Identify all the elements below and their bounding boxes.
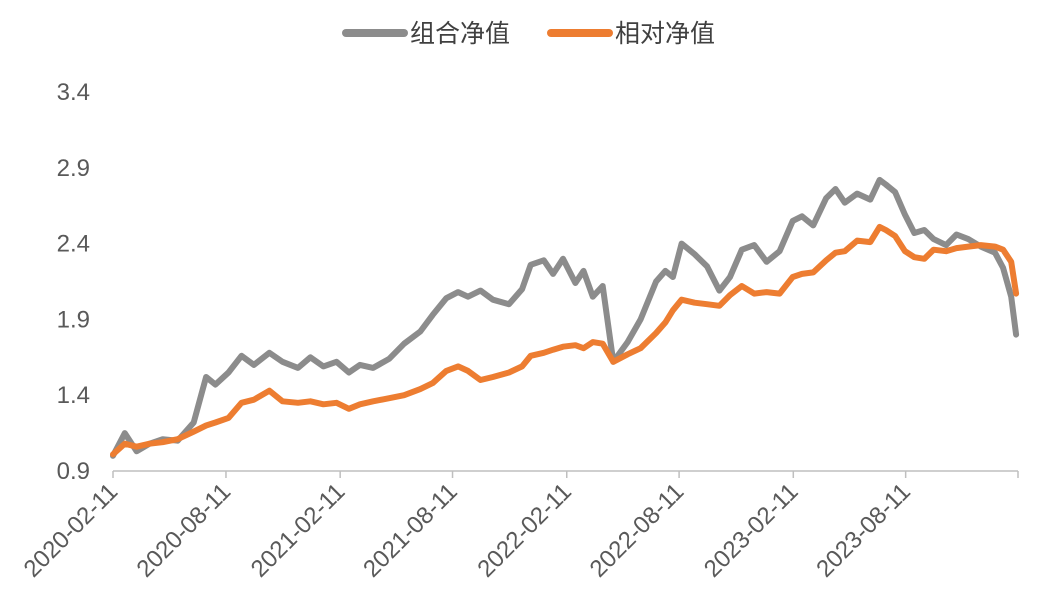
x-tick-label: 2020-08-11 <box>132 478 237 583</box>
x-tick-label: 2021-02-11 <box>246 478 351 583</box>
y-tick-label: 2.4 <box>57 231 90 258</box>
x-tick-label: 2022-08-11 <box>585 478 690 583</box>
legend-label-portfolio: 组合净值 <box>410 19 510 48</box>
x-axis: 2020-02-11 2020-08-11 2021-02-11 2021-08-11… <box>19 471 1019 583</box>
y-tick-label: 0.9 <box>57 458 90 485</box>
chart-legend: 组合净值 相对净值 <box>342 19 715 48</box>
legend-item-portfolio: 组合净值 <box>342 19 510 48</box>
x-tick-label: 2021-08-11 <box>358 478 463 583</box>
y-tick-label: 3.4 <box>57 79 90 106</box>
series-line-portfolio <box>110 176 1020 459</box>
y-axis: 0.9 1.4 1.9 2.4 2.9 3.4 <box>57 79 90 485</box>
x-tick-label: 2023-08-11 <box>811 478 916 583</box>
plot-series <box>110 176 1020 459</box>
legend-item-relative: 相对净值 <box>547 19 715 48</box>
x-tick-label: 2023-02-11 <box>699 478 804 583</box>
x-tick-label: 2022-02-11 <box>472 478 577 583</box>
y-tick-label: 2.9 <box>57 155 90 182</box>
series-line-relative <box>110 223 1020 458</box>
y-tick-label: 1.9 <box>57 306 90 333</box>
y-tick-label: 1.4 <box>57 382 90 409</box>
legend-label-relative: 相对净值 <box>615 19 715 48</box>
x-tick-label: 2020-02-11 <box>19 478 124 583</box>
